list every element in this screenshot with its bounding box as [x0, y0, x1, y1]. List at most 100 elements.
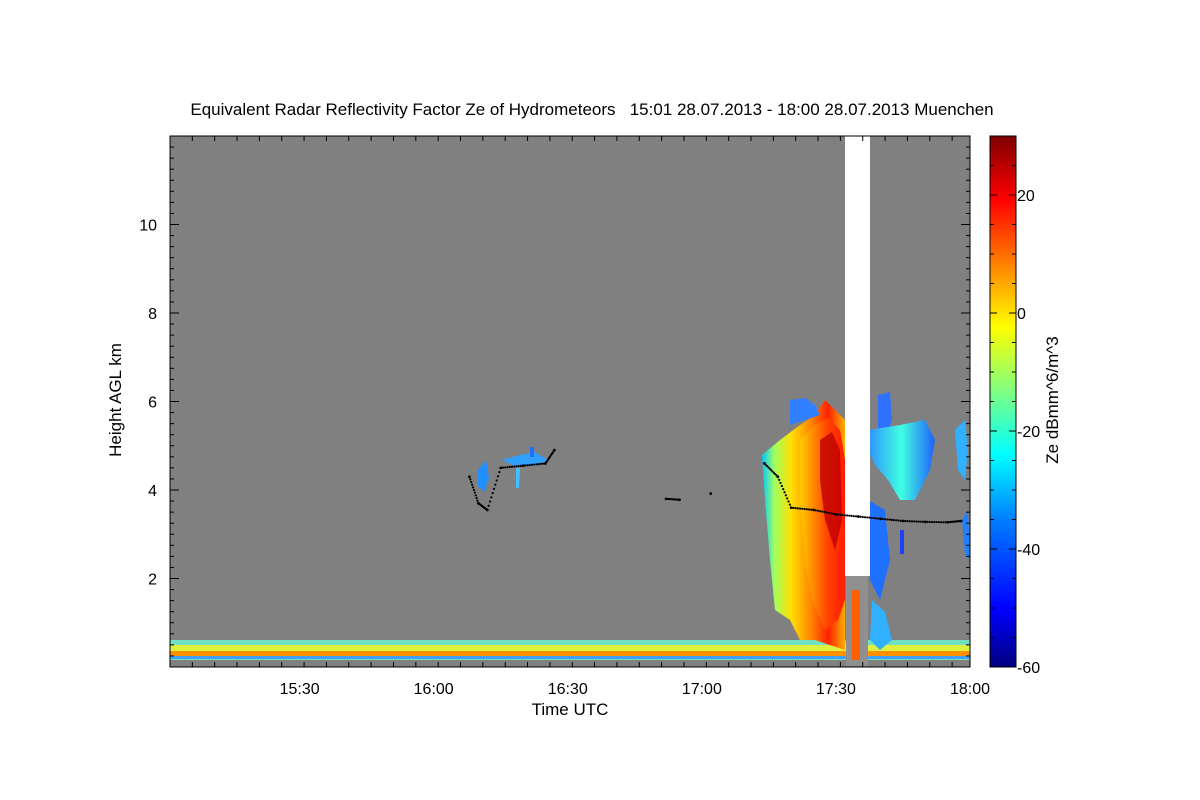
cloud-base-point: [913, 520, 916, 523]
cloud-base-point: [897, 519, 900, 522]
cloud-base-point: [848, 514, 851, 517]
cloud-base-point: [935, 520, 938, 524]
cloud-base-point: [854, 515, 858, 518]
cloud-base-point: [471, 483, 474, 486]
echo-patch-3: [516, 468, 520, 488]
x-axis-title: Time UTC: [532, 700, 609, 719]
cloud-base-point: [830, 512, 833, 515]
cloud-base-point: [495, 479, 498, 482]
cloud-base-point: [469, 478, 472, 481]
cloud-base-point: [794, 507, 797, 510]
cloud-base-point: [542, 462, 545, 465]
y-axis: 2 4 6 8 10: [139, 135, 970, 668]
cloud-base-point: [863, 516, 867, 519]
cloud-base-point: [513, 465, 516, 468]
colorbar-ticks: -60 -40 -20 0 20: [990, 135, 1040, 677]
cloud-base-point: [895, 519, 898, 522]
cloud-base-point: [816, 509, 820, 512]
cloud-base-point: [787, 500, 790, 503]
x-tick-label: 17:00: [682, 681, 722, 698]
cloud-base-point: [515, 465, 518, 468]
cloud-base-point: [771, 470, 774, 473]
cloud-base-point: [768, 467, 771, 470]
cloud-base-point: [517, 465, 520, 468]
x-tick-label: 16:00: [414, 681, 454, 698]
y-tick-label: 8: [148, 306, 157, 323]
cloud-base-point: [508, 465, 511, 469]
cloud-base-point: [928, 520, 931, 524]
cloud-base-point: [524, 464, 527, 467]
cloud-base-point: [492, 487, 496, 490]
cloud-base-point: [788, 503, 791, 506]
cloud-base-point: [937, 521, 940, 524]
cloud-base-point: [519, 464, 522, 467]
cloud-base-point: [808, 508, 811, 511]
cloud-base-point: [772, 471, 775, 474]
cloud-base-point: [510, 465, 513, 468]
cloud-base-point: [521, 464, 525, 468]
cloud-base-point: [886, 518, 889, 521]
cloud-base-point: [812, 508, 815, 512]
cloud-base-point: [930, 520, 934, 524]
cloud-base-point: [499, 466, 503, 470]
cloud-base-point: [870, 516, 873, 519]
cloud-base-point: [528, 463, 531, 467]
cloud-base-point: [805, 508, 808, 511]
cloud-base-point: [923, 520, 927, 524]
cloud-base-point: [823, 511, 826, 514]
cloud-base-point: [490, 496, 493, 499]
cloud-base-point: [470, 480, 473, 484]
cloud-base-point: [537, 463, 540, 466]
cloud-base-point: [471, 486, 475, 489]
cloud-base-point: [904, 519, 907, 523]
cloud-base-point: [764, 463, 767, 466]
cloud-base-point: [468, 475, 471, 479]
x-tick-label: 16:30: [548, 681, 588, 698]
cloud-base-point: [859, 515, 862, 518]
cloud-base-point: [892, 518, 896, 522]
cloud-base-point: [845, 514, 849, 517]
data-gap: [845, 136, 870, 576]
x-tick-label: 17:30: [816, 681, 856, 698]
cloud-base-point: [770, 468, 773, 472]
cloud-base-point: [487, 504, 490, 507]
cloud-base-point: [506, 466, 509, 469]
cloud-base-point: [881, 517, 884, 521]
cloud-base-point: [917, 520, 920, 523]
colorbar-tick-label: -20: [1017, 424, 1040, 441]
cloud-base-point: [872, 516, 876, 520]
echo-patch-2: [502, 452, 548, 466]
cloud-base-point: [850, 514, 853, 517]
cloud-base-point: [504, 466, 507, 469]
cloud-base-point: [552, 448, 556, 452]
cloud-base-point: [901, 519, 905, 523]
echo-patch-right: [868, 420, 935, 500]
cloud-base-point: [476, 499, 479, 502]
cloud-base-point: [778, 478, 781, 481]
cloud-base-point: [843, 514, 846, 517]
cloud-base-point: [942, 521, 945, 524]
cloud-base-point: [494, 483, 497, 486]
cloud-base-point: [915, 520, 918, 523]
cloud-base-point: [877, 517, 880, 520]
cloud-base-point: [810, 508, 813, 511]
cloud-base-point: [839, 513, 842, 516]
cloud-base-point: [832, 512, 835, 515]
cloud-base-point: [856, 515, 860, 518]
cloud-base-markers: [468, 448, 963, 524]
x-tick-label: 18:00: [950, 681, 990, 698]
cloud-base-point: [535, 463, 538, 466]
y-tick-label: 4: [148, 483, 157, 500]
cloud-base-point: [814, 509, 817, 512]
cloud-base-point: [539, 462, 543, 465]
cloud-base-point: [879, 517, 883, 521]
cloud-base-point: [792, 506, 795, 510]
cloud-base-point: [837, 513, 840, 516]
cloud-base-point: [678, 498, 681, 502]
cloud-base-point: [473, 491, 476, 494]
cloud-base-point: [933, 520, 936, 524]
cloud-base-point: [910, 520, 913, 523]
cloud-base-point: [774, 472, 777, 476]
cloud-base-point: [789, 506, 793, 510]
